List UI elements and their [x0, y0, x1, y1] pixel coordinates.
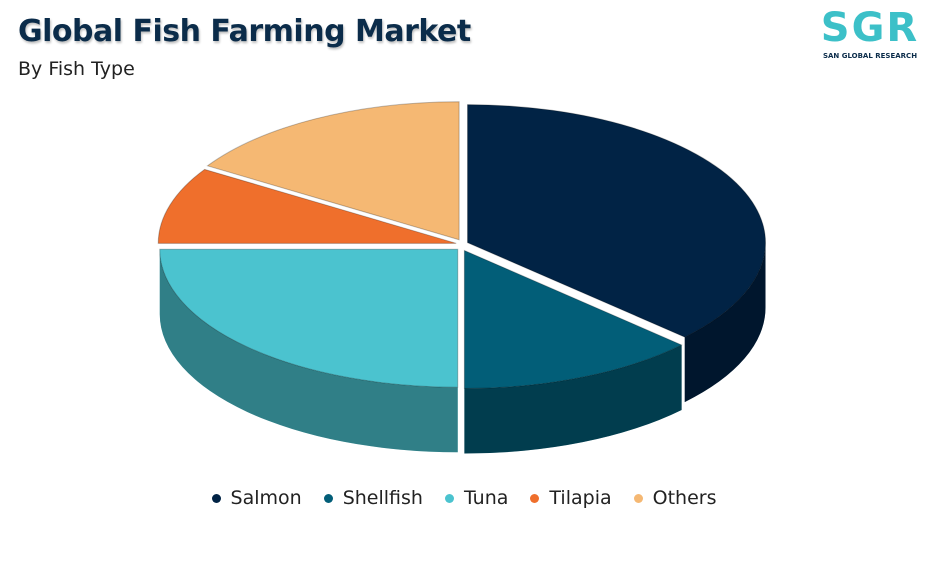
slice-side-shade — [159, 249, 458, 453]
legend-label: Salmon — [230, 487, 302, 509]
slice — [159, 248, 459, 388]
slice-side-shade — [464, 344, 682, 454]
legend-label: Tilapia — [549, 487, 612, 509]
legend-item: Tilapia — [530, 487, 612, 509]
slice-side — [684, 242, 766, 403]
legend-swatch — [633, 493, 643, 503]
legend-item: Others — [633, 487, 717, 509]
legend-swatch — [444, 493, 454, 503]
slice — [206, 101, 460, 241]
slice-side-shade — [684, 242, 766, 403]
slice — [157, 168, 457, 244]
logo-text: SGR — [820, 5, 920, 51]
legend-swatch — [530, 493, 540, 503]
legend-item: Shellfish — [323, 487, 423, 509]
chart-subtitle: By Fish Type — [18, 58, 135, 80]
slice-side — [159, 249, 458, 453]
slice — [467, 104, 767, 338]
logo: SGR SAN GLOBAL RESEARCH — [820, 4, 920, 60]
legend: Salmon Shellfish Tuna Tilapia Others — [0, 487, 928, 509]
legend-swatch — [323, 493, 333, 503]
legend-swatch — [211, 493, 221, 503]
legend-label: Others — [652, 487, 717, 509]
slice — [463, 249, 683, 390]
legend-label: Shellfish — [342, 487, 423, 509]
slice-side — [464, 344, 682, 454]
chart — [157, 101, 767, 454]
logo-tagline: SAN GLOBAL RESEARCH — [822, 52, 918, 60]
legend-item: Tuna — [444, 487, 509, 509]
legend-label: Tuna — [463, 487, 509, 509]
chart-title: Global Fish Farming Market — [18, 14, 471, 49]
legend-item: Salmon — [211, 487, 302, 509]
